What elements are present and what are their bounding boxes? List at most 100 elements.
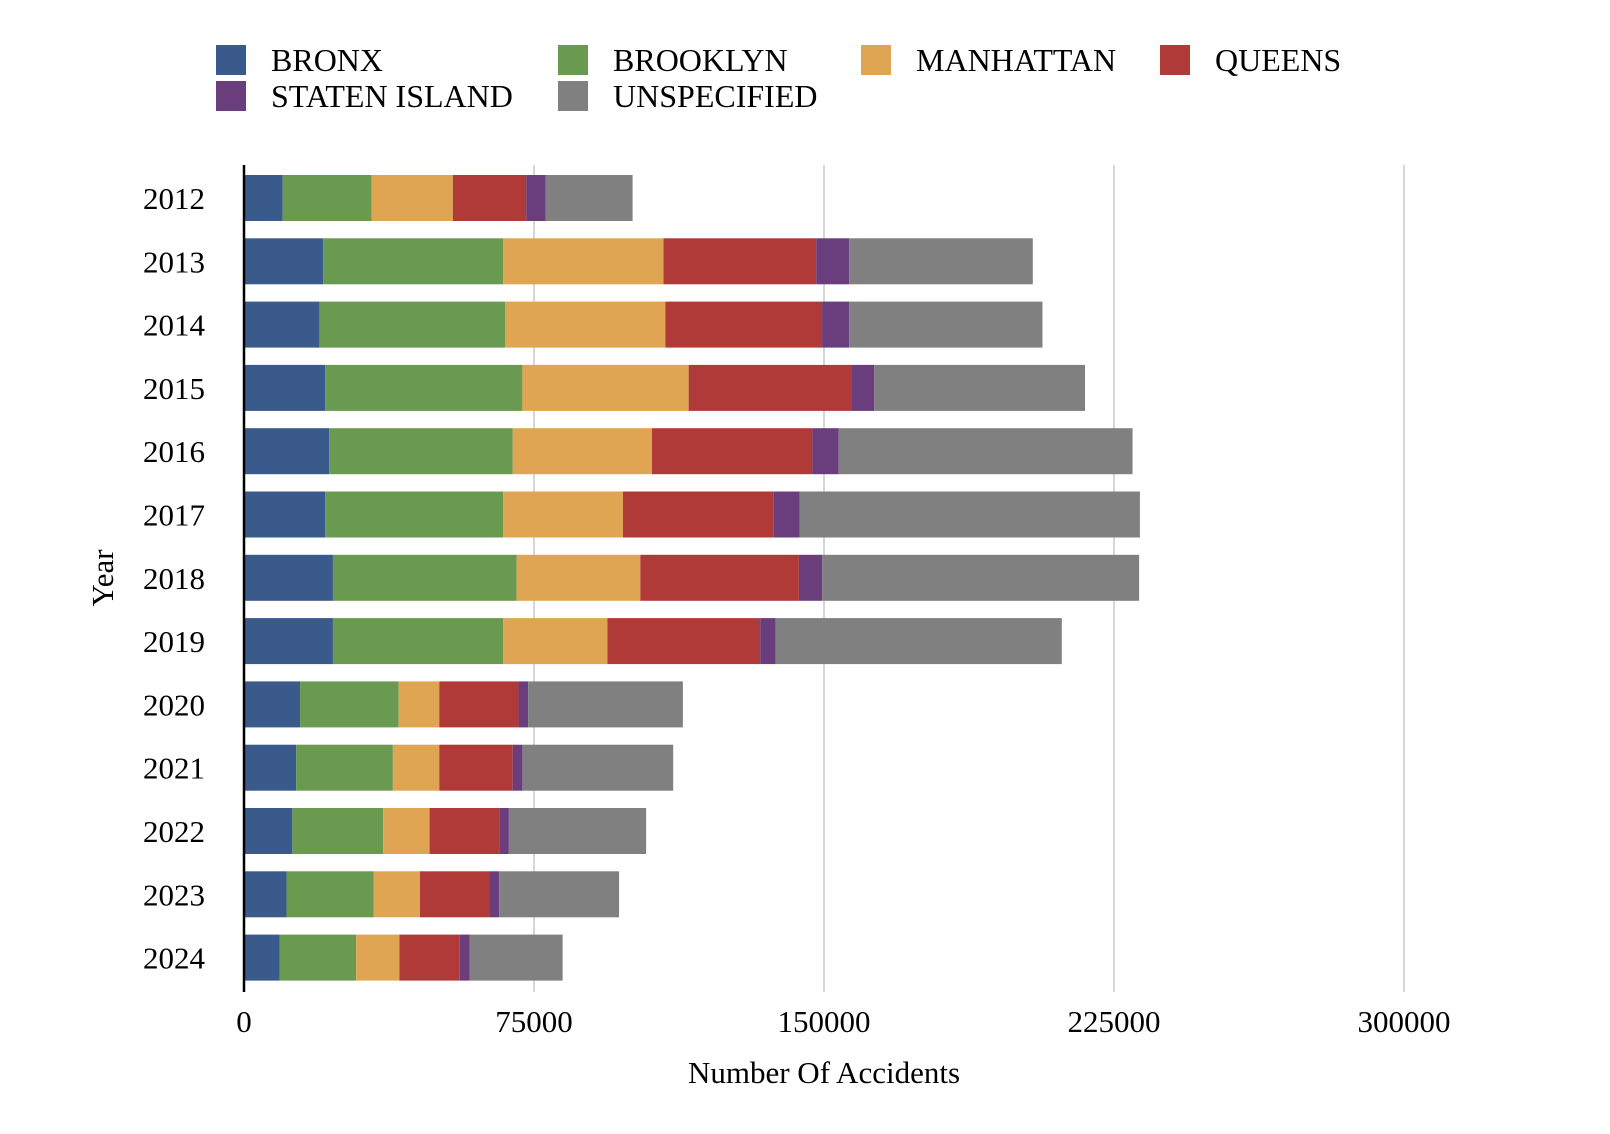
bar-2021-manhattan <box>392 744 440 791</box>
bar-2017-brooklyn <box>325 491 504 538</box>
bar-2016-queens <box>651 428 813 475</box>
legend-label-manhattan: MANHATTAN <box>916 42 1116 78</box>
bar-2022-queens <box>429 808 500 854</box>
bar-2020-unspecified <box>528 681 683 728</box>
y-tick-label-2018: 2018 <box>143 561 205 596</box>
bar-2015-queens <box>688 364 852 411</box>
legend-label-unspecified: UNSPECIFIED <box>613 78 817 114</box>
bar-2013-staten-island <box>816 238 850 285</box>
bar-2015-unspecified <box>874 364 1085 411</box>
bar-2012-staten-island <box>526 175 546 221</box>
bar-2015-manhattan <box>522 364 689 411</box>
y-tick-label-2023: 2023 <box>143 877 205 912</box>
bar-2018-queens <box>640 554 799 601</box>
bar-2014-brooklyn <box>319 301 505 348</box>
legend-label-staten-island: STATEN ISLAND <box>271 78 513 114</box>
legend-swatch-queens <box>1160 45 1190 75</box>
bar-2022-manhattan <box>383 808 430 854</box>
bar-2013-unspecified <box>849 238 1033 285</box>
x-tick-label-150000: 150000 <box>778 1004 871 1039</box>
bar-2024-queens <box>399 934 460 981</box>
bar-2022-brooklyn <box>292 808 384 854</box>
bar-2019-queens <box>607 618 761 665</box>
bar-2022-bronx <box>244 808 293 854</box>
bar-2014-staten-island <box>822 301 850 348</box>
y-tick-label-2022: 2022 <box>143 814 205 849</box>
bar-2024-manhattan <box>356 934 400 981</box>
bar-2024-unspecified <box>469 934 563 981</box>
bar-2022-unspecified <box>508 808 647 854</box>
legend-label-brooklyn: BROOKLYN <box>613 42 788 78</box>
y-axis-title: Year <box>85 549 120 607</box>
chart-legend: BRONX BROOKLYN MANHATTAN QUEENS STATEN ISLAN… <box>216 42 1341 114</box>
y-tick-label-2017: 2017 <box>143 498 205 533</box>
y-tick-label-2016: 2016 <box>143 434 205 469</box>
bar-2018-brooklyn <box>332 554 517 601</box>
bar-2019-brooklyn <box>332 618 504 665</box>
bar-2020-manhattan <box>398 681 440 728</box>
bar-2018-manhattan <box>516 554 641 601</box>
bar-2018-unspecified <box>822 554 1140 601</box>
bar-2017-manhattan <box>503 491 623 538</box>
x-axis-ticks: 0 75000 150000 225000 300000 <box>236 1004 1450 1039</box>
bar-2015-brooklyn <box>325 364 523 411</box>
bar-2021-bronx <box>244 744 297 791</box>
bar-2012-queens <box>452 175 527 221</box>
chart-bars <box>244 175 1140 981</box>
bar-2013-bronx <box>244 238 324 285</box>
bar-2024-brooklyn <box>279 934 357 981</box>
legend-swatch-bronx <box>216 45 246 75</box>
bar-2016-unspecified <box>838 428 1133 475</box>
legend-label-bronx: BRONX <box>271 42 383 78</box>
bar-2020-bronx <box>244 681 301 728</box>
bar-2024-staten-island <box>459 934 470 981</box>
bar-2013-queens <box>663 238 817 285</box>
bar-2018-staten-island <box>798 554 823 601</box>
bar-2017-bronx <box>244 491 326 538</box>
legend-swatch-manhattan <box>861 45 891 75</box>
bar-2021-unspecified <box>522 744 674 791</box>
bar-2017-staten-island <box>773 491 800 538</box>
bar-2012-unspecified <box>545 175 633 221</box>
bar-2014-manhattan <box>505 301 666 348</box>
y-tick-label-2019: 2019 <box>143 624 205 659</box>
x-tick-label-0: 0 <box>236 1004 252 1039</box>
bar-2015-bronx <box>244 364 326 411</box>
bar-2023-unspecified <box>499 871 620 918</box>
bar-2017-unspecified <box>799 491 1140 538</box>
bar-2019-staten-island <box>760 618 776 665</box>
bar-2023-bronx <box>244 871 287 918</box>
bar-2020-staten-island <box>518 681 529 728</box>
bar-2016-manhattan <box>512 428 652 475</box>
bar-2023-manhattan <box>373 871 420 918</box>
bar-2021-brooklyn <box>296 744 393 791</box>
y-tick-label-2015: 2015 <box>143 371 205 406</box>
bar-2018-bronx <box>244 554 333 601</box>
bar-2014-queens <box>665 301 823 348</box>
bar-2023-staten-island <box>489 871 500 918</box>
bar-2012-manhattan <box>371 175 453 221</box>
bar-2024-bronx <box>244 934 280 981</box>
y-axis-ticks: 2012 2013 2014 2015 2016 2017 2018 2019 2020 2021… <box>143 181 206 976</box>
bar-2012-bronx <box>244 175 283 221</box>
legend-swatch-staten-island <box>216 81 246 111</box>
x-tick-label-300000: 300000 <box>1358 1004 1451 1039</box>
bar-2014-unspecified <box>849 301 1043 348</box>
x-axis-title: Number Of Accidents <box>688 1055 960 1090</box>
y-tick-label-2014: 2014 <box>143 308 206 343</box>
bar-2021-queens <box>439 744 513 791</box>
bar-2013-manhattan <box>503 238 664 285</box>
bar-2016-bronx <box>244 428 330 475</box>
legend-swatch-unspecified <box>558 81 588 111</box>
bar-2015-staten-island <box>851 364 875 411</box>
bar-2023-queens <box>419 871 490 918</box>
bar-2020-brooklyn <box>300 681 399 728</box>
bar-2020-queens <box>439 681 519 728</box>
bar-2022-staten-island <box>499 808 509 854</box>
bar-2023-brooklyn <box>286 871 374 918</box>
bar-2017-queens <box>622 491 774 538</box>
bar-2019-bronx <box>244 618 333 665</box>
bar-2019-unspecified <box>775 618 1062 665</box>
bar-2021-staten-island <box>512 744 523 791</box>
